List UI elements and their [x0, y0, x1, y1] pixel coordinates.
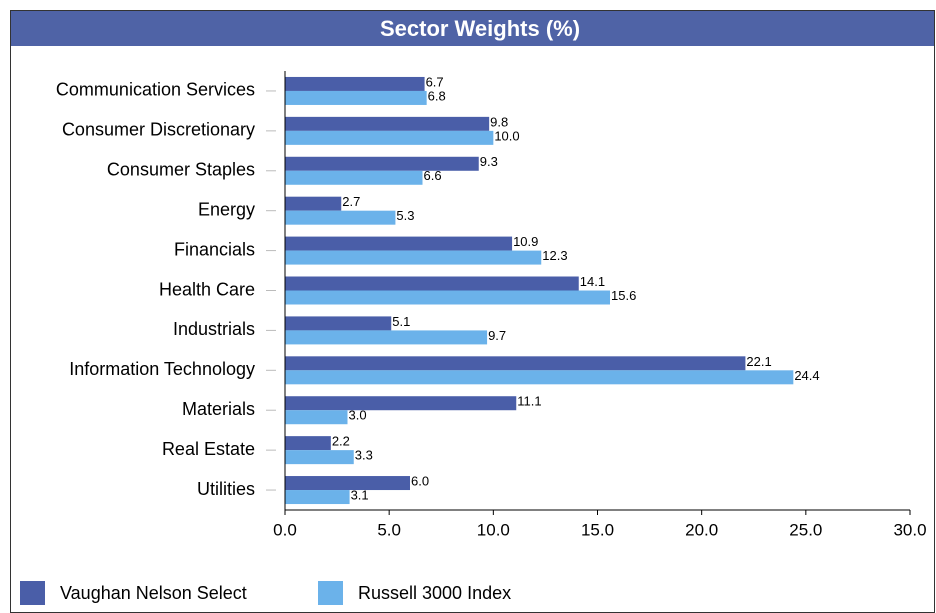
x-tick-label: 30.0	[893, 520, 926, 539]
y-tick-label: Communication Services	[56, 80, 255, 100]
bar	[285, 170, 423, 185]
bar	[285, 450, 354, 465]
bar	[285, 76, 425, 91]
value-label: 12.3	[542, 248, 567, 263]
y-tick-label: Consumer Discretionary	[62, 120, 255, 140]
value-label: 14.1	[580, 274, 605, 289]
bar	[285, 476, 410, 491]
value-label: 10.0	[494, 128, 519, 143]
value-label: 6.0	[411, 473, 429, 488]
legend-swatch	[318, 581, 343, 605]
y-tick-label: Information Technology	[69, 359, 255, 379]
x-tick-label: 20.0	[685, 520, 718, 539]
value-label: 22.1	[746, 354, 771, 369]
chart-title: Sector Weights (%)	[380, 16, 580, 41]
bar	[285, 210, 396, 225]
value-label: 6.7	[426, 74, 444, 89]
y-tick-label: Consumer Staples	[107, 160, 255, 180]
bar	[285, 236, 513, 251]
bar	[285, 370, 794, 385]
y-tick-label: Materials	[182, 399, 255, 419]
value-label: 11.1	[517, 394, 541, 409]
value-label: 3.0	[349, 408, 367, 423]
y-tick-label: Utilities	[197, 479, 255, 499]
legend-label: Vaughan Nelson Select	[60, 583, 247, 603]
value-label: 24.4	[794, 368, 819, 383]
value-label: 5.1	[392, 314, 410, 329]
bar	[285, 396, 517, 411]
bar	[285, 130, 494, 145]
value-label: 9.3	[480, 154, 498, 169]
bar	[285, 250, 542, 265]
y-tick-label: Energy	[198, 199, 255, 219]
value-label: 6.6	[424, 168, 442, 183]
bar	[285, 90, 427, 105]
bar	[285, 276, 579, 291]
value-label: 5.3	[396, 208, 414, 223]
title-bar	[11, 11, 934, 46]
value-label: 9.8	[490, 114, 508, 129]
value-label: 3.3	[355, 448, 373, 463]
y-tick-label: Industrials	[173, 319, 255, 339]
x-tick-label: 5.0	[377, 520, 401, 539]
x-tick-label: 0.0	[273, 520, 297, 539]
legend-swatch	[20, 581, 45, 605]
value-label: 3.1	[351, 487, 369, 502]
bar	[285, 156, 479, 171]
bar	[285, 196, 342, 211]
value-label: 2.2	[332, 434, 350, 449]
y-tick-label: Real Estate	[162, 439, 255, 459]
y-tick-label: Health Care	[159, 279, 255, 299]
value-label: 9.7	[488, 328, 506, 343]
x-tick-label: 10.0	[477, 520, 510, 539]
value-label: 15.6	[611, 288, 636, 303]
bar	[285, 290, 610, 305]
bar	[285, 410, 348, 425]
bar	[285, 436, 331, 451]
bar	[285, 116, 490, 131]
value-label: 2.7	[342, 194, 360, 209]
bar	[285, 490, 350, 505]
bar	[285, 330, 488, 345]
x-tick-label: 15.0	[581, 520, 614, 539]
value-label: 10.9	[513, 234, 538, 249]
bar	[285, 316, 392, 331]
legend-label: Russell 3000 Index	[358, 583, 511, 603]
y-tick-label: Financials	[174, 239, 255, 259]
value-label: 6.8	[428, 88, 446, 103]
x-tick-label: 25.0	[789, 520, 822, 539]
bar	[285, 356, 746, 371]
